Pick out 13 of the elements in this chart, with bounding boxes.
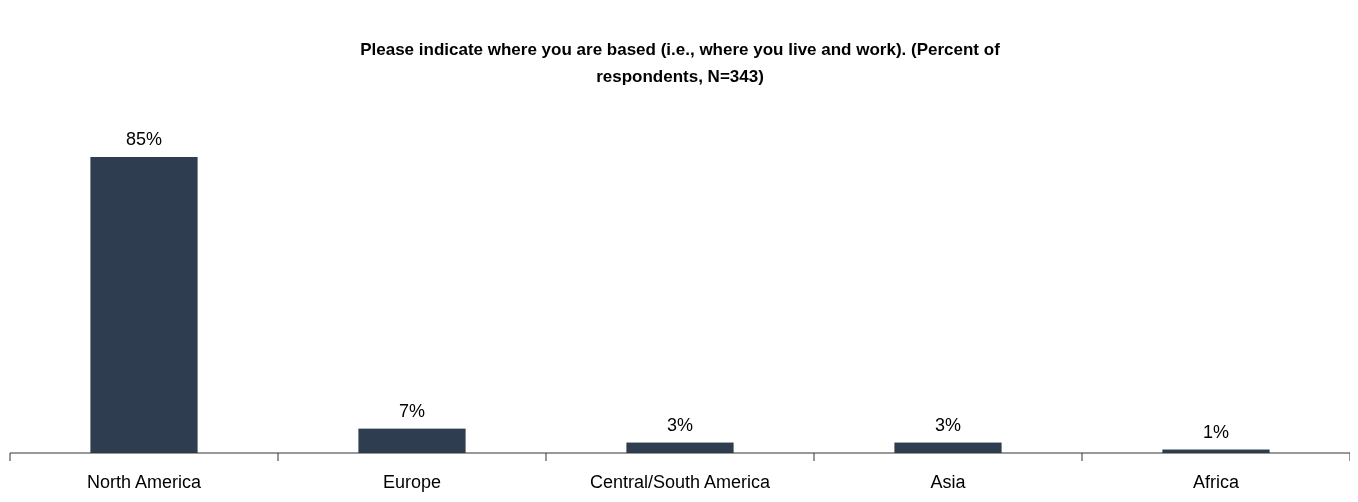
x-tick-label: Europe xyxy=(382,472,442,492)
data-label: 7% xyxy=(398,400,426,421)
data-label: 1% xyxy=(1202,421,1230,442)
data-label: 3% xyxy=(934,414,962,435)
data-label: 3% xyxy=(666,414,694,435)
x-tick-label: Africa xyxy=(1192,472,1240,492)
data-label: 85% xyxy=(125,129,163,149)
x-tick-label: Asia xyxy=(930,472,967,492)
bar xyxy=(90,157,198,453)
x-tick-label: North America xyxy=(86,472,202,492)
chart-title: Please indicate where you are based (i.e., where you live and work). (Percent of respondents, N=343) xyxy=(360,40,1001,86)
x-tick-label: Central/South America xyxy=(589,472,772,492)
bar xyxy=(358,428,466,453)
